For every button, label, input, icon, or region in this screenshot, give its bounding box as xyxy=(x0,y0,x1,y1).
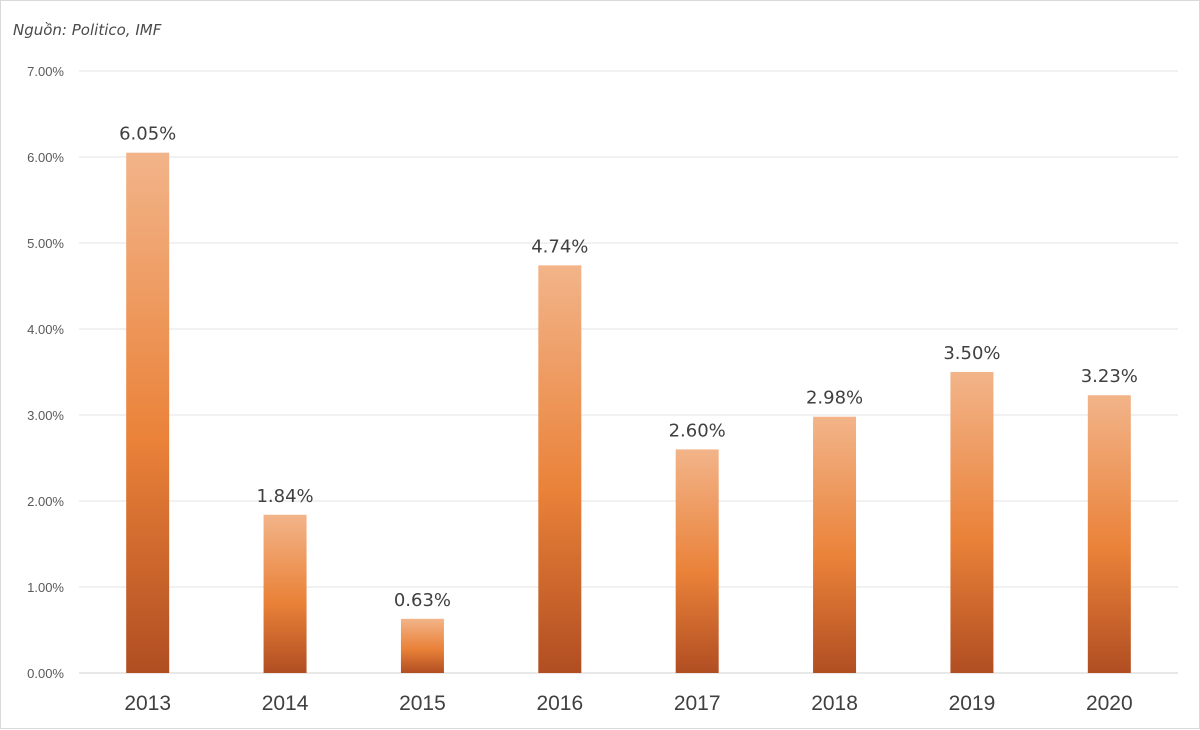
bars xyxy=(126,152,1131,673)
source-note: Nguồn: Politico, IMF xyxy=(13,21,162,39)
bar-2016 xyxy=(538,265,582,673)
data-label-2017: 2.60% xyxy=(669,420,726,441)
x-tick-label-2017: 2017 xyxy=(674,692,721,715)
x-tick-label-2019: 2019 xyxy=(949,692,996,715)
y-tick-label: 3.00% xyxy=(27,408,64,423)
data-label-2016: 4.74% xyxy=(531,236,588,257)
x-tick-label-2015: 2015 xyxy=(399,692,446,715)
bar-2020 xyxy=(1087,395,1131,673)
y-axis-tick-labels: 0.00% 1.00% 2.00% 3.00% 4.00% 5.00% 6.00% 7.00% xyxy=(27,64,64,681)
data-label-2018: 2.98% xyxy=(806,388,863,409)
y-tick-label: 1.00% xyxy=(27,580,64,595)
x-axis-tick-labels: 2013 2014 2015 2016 2017 2018 2019 2020 xyxy=(124,692,1132,715)
data-labels: 6.05% 1.84% 0.63% 4.74% 2.60% 2.98% 3.50% 3.23% xyxy=(119,124,1138,611)
data-label-2020: 3.23% xyxy=(1081,366,1138,387)
x-tick-label-2013: 2013 xyxy=(124,692,171,715)
y-tick-label: 0.00% xyxy=(27,666,64,681)
data-label-2013: 6.05% xyxy=(119,124,176,145)
bar-2018 xyxy=(813,416,857,673)
bar-2017 xyxy=(675,449,719,673)
y-tick-label: 2.00% xyxy=(27,494,64,509)
gridlines xyxy=(79,70,1178,674)
bar-2013 xyxy=(126,152,170,673)
data-label-2014: 1.84% xyxy=(256,486,313,507)
bar-2014 xyxy=(263,514,307,673)
y-tick-label: 4.00% xyxy=(27,322,64,337)
bar-2015 xyxy=(400,618,444,673)
x-tick-label-2016: 2016 xyxy=(536,692,583,715)
x-tick-label-2020: 2020 xyxy=(1086,692,1133,715)
x-tick-label-2018: 2018 xyxy=(811,692,858,715)
y-tick-label: 5.00% xyxy=(27,236,64,251)
y-tick-label: 7.00% xyxy=(27,64,64,79)
bar-2019 xyxy=(950,372,994,673)
y-tick-label: 6.00% xyxy=(27,150,64,165)
data-label-2019: 3.50% xyxy=(943,343,1000,364)
x-tick-label-2014: 2014 xyxy=(262,692,309,715)
data-label-2015: 0.63% xyxy=(394,590,451,611)
